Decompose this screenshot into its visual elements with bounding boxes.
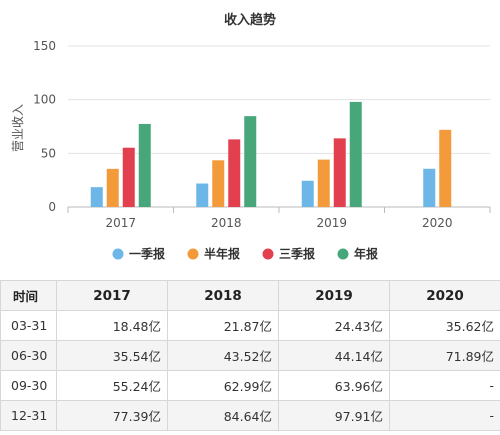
bar-2019-0: [301, 180, 314, 207]
x-axis-ticks: 2017 2018 2019 2020: [67, 207, 491, 230]
table-cell-date: 12-31: [0, 400, 57, 431]
chart-title: 收入趋势: [224, 12, 276, 28]
legend-marker: [187, 248, 199, 260]
table-cell: 63.96亿: [278, 370, 390, 401]
bar-2019-1: [317, 159, 330, 207]
table-cell: 21.87亿: [167, 310, 279, 341]
bar-2018-1: [212, 160, 225, 207]
y-tick-label: 0: [48, 200, 56, 214]
bar-2017-1: [106, 168, 119, 207]
table-cell: 24.43亿: [278, 310, 390, 341]
table-cell: 43.52亿: [167, 340, 279, 371]
legend-label: 三季报: [279, 246, 315, 261]
x-tick-label: 2019: [316, 216, 347, 230]
bars: [90, 101, 452, 207]
x-tick-label: 2018: [211, 216, 242, 230]
table-cell: 44.14亿: [278, 340, 390, 371]
bar-2017-0: [90, 187, 103, 207]
table-cell: -: [389, 370, 500, 401]
bar-2019-2: [333, 138, 346, 207]
table-cell: 18.48亿: [56, 310, 168, 341]
bar-2017-2: [122, 147, 135, 207]
legend[interactable]: 一季报 半年报 三季报 年报: [112, 246, 379, 261]
table-cell: 55.24亿: [56, 370, 168, 401]
legend-label: 一季报: [129, 246, 165, 261]
table-row: 06-30 35.54亿 43.52亿 44.14亿 71.89亿: [0, 340, 500, 371]
y-tick-label: 150: [33, 39, 56, 53]
header-2020: 2020: [389, 280, 500, 311]
legend-marker: [262, 248, 274, 260]
table-row: 12-31 77.39亿 84.64亿 97.91亿 -: [0, 400, 500, 431]
bar-2018-2: [228, 139, 241, 207]
table-row: 09-30 55.24亿 62.99亿 63.96亿 -: [0, 370, 500, 401]
y-axis-ticks: 0 50 100 150: [33, 39, 56, 214]
legend-marker: [337, 248, 349, 260]
header-2018: 2018: [167, 280, 279, 311]
table-cell: -: [389, 400, 500, 431]
legend-label: 半年报: [204, 246, 240, 261]
bar-2020-0: [423, 168, 436, 207]
table-cell-date: 09-30: [0, 370, 57, 401]
bar-2020-1: [439, 129, 452, 207]
table-cell: 35.62亿: [389, 310, 500, 341]
header-2019: 2019: [278, 280, 390, 311]
bar-2019-3: [349, 101, 362, 207]
table-row: 03-31 18.48亿 21.87亿 24.43亿 35.62亿: [0, 310, 500, 341]
table-header-row: 时间 2017 2018 2019 2020: [0, 280, 500, 311]
bar-2018-0: [196, 183, 209, 207]
bar-2017-3: [138, 123, 151, 207]
table-cell: 71.89亿: [389, 340, 500, 371]
table-cell: 84.64亿: [167, 400, 279, 431]
bar-2018-3: [244, 116, 257, 207]
x-tick-label: 2020: [422, 216, 453, 230]
table-cell: 97.91亿: [278, 400, 390, 431]
y-tick-label: 50: [41, 146, 56, 160]
table-cell-date: 03-31: [0, 310, 57, 341]
legend-label: 年报: [354, 246, 378, 261]
table-cell: 62.99亿: [167, 370, 279, 401]
revenue-table: 时间 2017 2018 2019 2020 03-31 18.48亿 21.8…: [0, 280, 500, 431]
table-cell: 77.39亿: [56, 400, 168, 431]
header-2017: 2017: [56, 280, 168, 311]
table-cell-date: 06-30: [0, 340, 57, 371]
table-cell: 35.54亿: [56, 340, 168, 371]
y-axis-title: 营业收入: [11, 104, 25, 152]
y-tick-label: 100: [33, 93, 56, 107]
legend-marker: [112, 248, 124, 260]
revenue-trend-chart: 收入趋势 营业收入 0 50 100 150 2017 2018 2019 2020 一季报…: [11, 12, 491, 261]
x-tick-label: 2017: [105, 216, 136, 230]
header-time: 时间: [0, 280, 57, 311]
